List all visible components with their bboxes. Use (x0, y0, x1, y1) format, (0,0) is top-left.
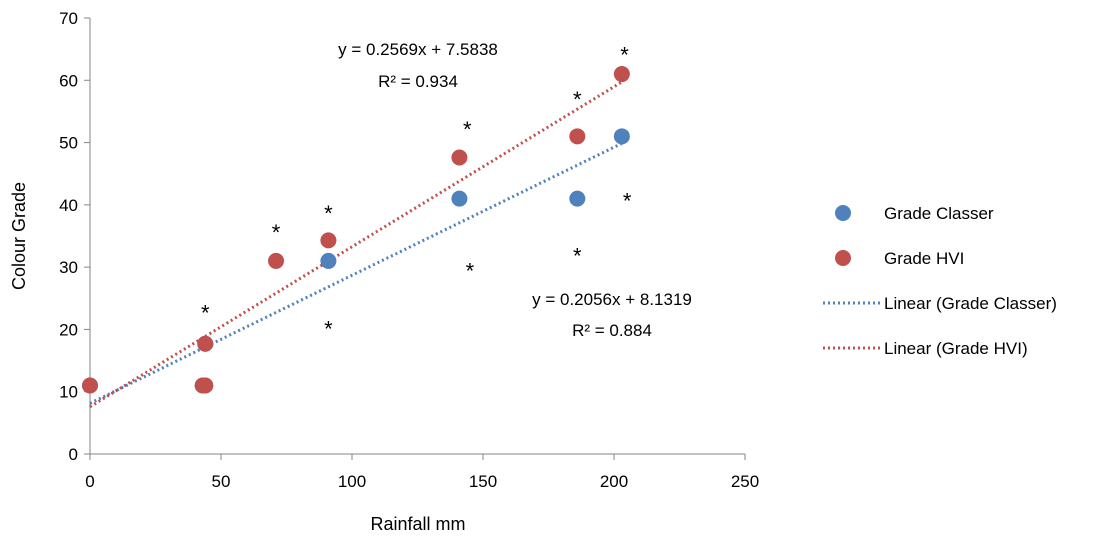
legend-marker-grade-classer (835, 205, 851, 221)
trendline-grade-hvi (89, 80, 623, 409)
x-tick-label: 250 (731, 472, 759, 491)
data-point-grade-hvi (613, 66, 630, 83)
data-point-grade-classer (320, 252, 337, 269)
significance-star: * (201, 301, 210, 326)
legend-label-linear-classer: Linear (Grade Classer) (884, 294, 1057, 313)
data-point-grade-hvi (451, 149, 468, 166)
trendline-grade-classer (89, 142, 623, 405)
trendlines (89, 80, 623, 409)
x-tick-label: 0 (85, 472, 94, 491)
legend-item-grade-classer: Grade Classer (835, 204, 994, 223)
data-point-grade-hvi (82, 377, 98, 394)
significance-star: * (573, 87, 582, 112)
trendline-r2-classer: R² = 0.884 (572, 321, 652, 340)
data-point-grade-classer (613, 128, 630, 145)
y-tick-label: 40 (59, 196, 78, 215)
y-tick-label: 60 (59, 71, 78, 90)
axes: 0 50 100 150 200 250 0 10 20 30 40 50 60 70 (59, 9, 759, 491)
y-tick-label: 70 (59, 9, 78, 28)
x-tick-label: 200 (600, 472, 628, 491)
y-tick-label: 0 (69, 445, 78, 464)
data-point-grade-hvi (197, 377, 214, 394)
x-tick-label: 100 (338, 472, 366, 491)
significance-star: * (573, 243, 582, 268)
data-point-grade-classer (451, 190, 468, 207)
legend-marker-grade-hvi (835, 250, 851, 266)
y-axis-title: Colour Grade (9, 182, 29, 290)
significance-star: * (324, 201, 333, 226)
y-axis-ticks: 0 10 20 30 40 50 60 70 (59, 9, 90, 464)
significance-star: * (620, 42, 629, 67)
y-tick-label: 30 (59, 258, 78, 277)
significance-star: * (466, 258, 475, 283)
x-axis-title: Rainfall mm (370, 514, 465, 534)
data-point-grade-hvi (197, 335, 214, 352)
trendline-equation-hvi: y = 0.2569x + 7.5838 (338, 40, 498, 59)
trendline-equation-classer: y = 0.2056x + 8.1319 (532, 290, 692, 309)
legend-label-grade-classer: Grade Classer (884, 204, 994, 223)
legend: Grade Classer Grade HVI Linear (Grade Cl… (823, 204, 1057, 358)
legend-item-grade-hvi: Grade HVI (835, 249, 964, 268)
legend-item-linear-classer: Linear (Grade Classer) (823, 294, 1057, 313)
x-tick-label: 50 (212, 472, 231, 491)
significance-star: * (463, 117, 472, 142)
x-tick-label: 150 (469, 472, 497, 491)
trendline-r2-hvi: R² = 0.934 (378, 72, 458, 91)
y-tick-label: 50 (59, 134, 78, 153)
legend-label-linear-hvi: Linear (Grade HVI) (884, 339, 1028, 358)
annotations: * * * * * * * * * * (201, 42, 632, 341)
y-tick-label: 10 (59, 383, 78, 402)
y-tick-label: 20 (59, 320, 78, 339)
significance-star: * (324, 316, 333, 341)
data-points (82, 66, 630, 394)
x-axis-ticks: 0 50 100 150 200 250 (85, 454, 759, 491)
legend-label-grade-hvi: Grade HVI (884, 249, 964, 268)
data-point-grade-classer (569, 190, 586, 207)
significance-star: * (272, 220, 281, 245)
legend-item-linear-hvi: Linear (Grade HVI) (823, 339, 1028, 358)
data-point-grade-hvi (268, 252, 285, 269)
data-point-grade-hvi (569, 128, 586, 145)
significance-star: * (623, 189, 632, 214)
data-point-grade-hvi (320, 232, 337, 249)
